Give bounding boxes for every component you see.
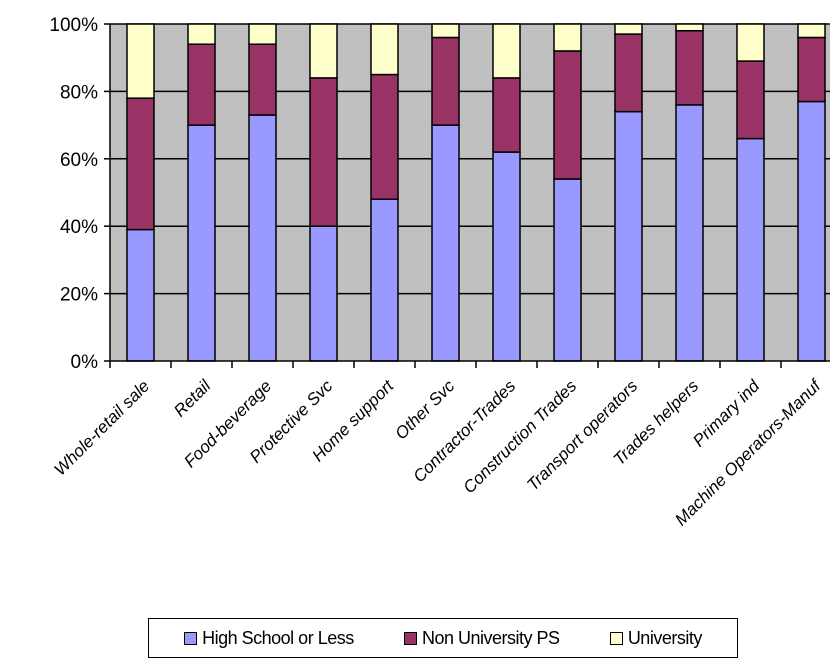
legend-swatch-high-school — [184, 631, 198, 645]
legend-label-non-university-ps: Non University PS — [421, 627, 560, 648]
bar-segment-non-university-ps-retail — [187, 43, 216, 126]
x-tick-label-whole-retail-sale: Whole-retail sale — [50, 376, 153, 479]
bar-segment-university-construction-trades — [553, 23, 582, 52]
bar-segment-non-university-ps-whole-retail-sale — [126, 97, 155, 231]
bar-segment-non-university-ps-contractor-trades — [492, 77, 521, 153]
bar-segment-university-machine-operators-manuf — [797, 23, 826, 39]
bar-segment-university-protective-svc — [309, 23, 338, 79]
bar-segment-non-university-ps-primary-ind — [736, 60, 765, 140]
bar-segment-university-transport-operators — [614, 23, 643, 35]
x-tick-label-contractor-trades: Contractor-Trades — [409, 376, 519, 486]
legend-item-non-university-ps: Non University PS — [403, 627, 560, 649]
bar-segment-non-university-ps-food-beverage — [248, 43, 277, 116]
y-tick-label: 0% — [71, 352, 99, 373]
y-tick-label: 20% — [60, 285, 98, 306]
x-tick-label-construction-trades: Construction Trades — [460, 376, 581, 497]
bar-segment-non-university-ps-trades-helpers — [675, 29, 704, 106]
bar-segment-high-school-or-less-contractor-trades — [492, 151, 521, 362]
bar-segment-university-primary-ind — [736, 23, 765, 62]
bar-segment-high-school-or-less-whole-retail-sale — [126, 228, 155, 362]
bars — [126, 23, 826, 362]
legend-swatch-university — [609, 631, 623, 645]
bar-segment-high-school-or-less-food-beverage — [248, 114, 277, 362]
bar-segment-high-school-or-less-machine-operators-manuf — [797, 100, 826, 362]
bar-segment-university-other-svc — [431, 23, 460, 39]
legend: High School or Less Non University PS Un… — [148, 618, 738, 658]
legend-swatch-non-university-ps — [403, 631, 417, 645]
bar-segment-high-school-or-less-protective-svc — [309, 225, 338, 362]
bar-segment-university-food-beverage — [248, 23, 277, 45]
bar-segment-high-school-or-less-retail — [187, 124, 216, 362]
bar-segment-non-university-ps-construction-trades — [553, 50, 582, 180]
bar-segment-high-school-or-less-home-support — [370, 198, 399, 362]
bar-segment-university-whole-retail-sale — [126, 23, 155, 99]
x-axis: Whole-retail sale RetailFood-beverageProt… — [50, 360, 830, 529]
x-tick-label-transport-operators: Transport operators — [523, 376, 641, 494]
bar-segment-university-home-support — [370, 23, 399, 76]
legend-item-university: University — [609, 627, 703, 649]
y-tick-label: 60% — [60, 150, 98, 171]
legend-label-university: University — [627, 627, 703, 648]
bar-segment-non-university-ps-transport-operators — [614, 33, 643, 113]
bar-segment-non-university-ps-other-svc — [431, 36, 460, 126]
bar-segment-high-school-or-less-construction-trades — [553, 178, 582, 362]
bar-segment-high-school-or-less-trades-helpers — [675, 104, 704, 362]
bar-segment-university-contractor-trades — [492, 23, 521, 79]
bar-segment-non-university-ps-machine-operators-manuf — [797, 36, 826, 103]
bar-segment-non-university-ps-protective-svc — [309, 77, 338, 227]
legend-item-high-school: High School or Less — [184, 628, 354, 649]
gridlines — [110, 23, 830, 295]
x-tick-label-retail: Retail — [170, 376, 215, 421]
y-axis: 0% 20% 40% 60% 80% 100% — [49, 15, 111, 373]
bar-segment-non-university-ps-home-support — [370, 73, 399, 200]
y-tick-label: 40% — [60, 217, 98, 238]
bar-segment-high-school-or-less-other-svc — [431, 124, 460, 362]
bar-segment-university-retail — [187, 23, 216, 45]
plot-area — [110, 24, 830, 361]
y-tick-label: 100% — [49, 15, 98, 36]
bar-segment-high-school-or-less-transport-operators — [614, 110, 643, 362]
y-tick-label: 80% — [60, 82, 98, 103]
bar-segment-high-school-or-less-primary-ind — [736, 137, 765, 362]
bar-segment-university-trades-helpers — [675, 23, 704, 32]
legend-label-high-school: High School or Less — [202, 627, 354, 648]
